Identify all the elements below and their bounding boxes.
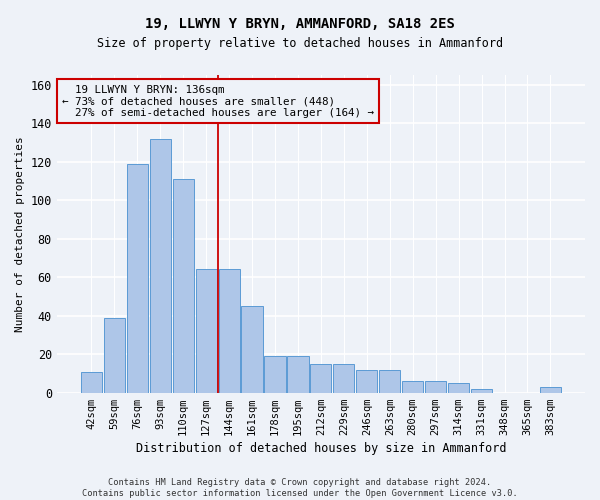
Bar: [310, 364, 331, 392]
Text: 19, LLWYN Y BRYN, AMMANFORD, SA18 2ES: 19, LLWYN Y BRYN, AMMANFORD, SA18 2ES: [145, 18, 455, 32]
Bar: [173, 179, 194, 392]
Bar: [81, 372, 102, 392]
X-axis label: Distribution of detached houses by size in Ammanford: Distribution of detached houses by size …: [136, 442, 506, 455]
Bar: [471, 389, 492, 392]
Bar: [540, 387, 561, 392]
Bar: [196, 270, 217, 392]
Bar: [333, 364, 355, 392]
Bar: [379, 370, 400, 392]
Text: 19 LLWYN Y BRYN: 136sqm
← 73% of detached houses are smaller (448)
  27% of semi: 19 LLWYN Y BRYN: 136sqm ← 73% of detache…: [62, 84, 374, 117]
Bar: [425, 381, 446, 392]
Bar: [356, 370, 377, 392]
Bar: [104, 318, 125, 392]
Bar: [241, 306, 263, 392]
Bar: [287, 356, 308, 393]
Bar: [218, 270, 239, 392]
Bar: [127, 164, 148, 392]
Bar: [149, 138, 171, 392]
Bar: [448, 383, 469, 392]
Bar: [265, 356, 286, 393]
Bar: [402, 381, 423, 392]
Y-axis label: Number of detached properties: Number of detached properties: [15, 136, 25, 332]
Text: Contains HM Land Registry data © Crown copyright and database right 2024.
Contai: Contains HM Land Registry data © Crown c…: [82, 478, 518, 498]
Text: Size of property relative to detached houses in Ammanford: Size of property relative to detached ho…: [97, 38, 503, 51]
